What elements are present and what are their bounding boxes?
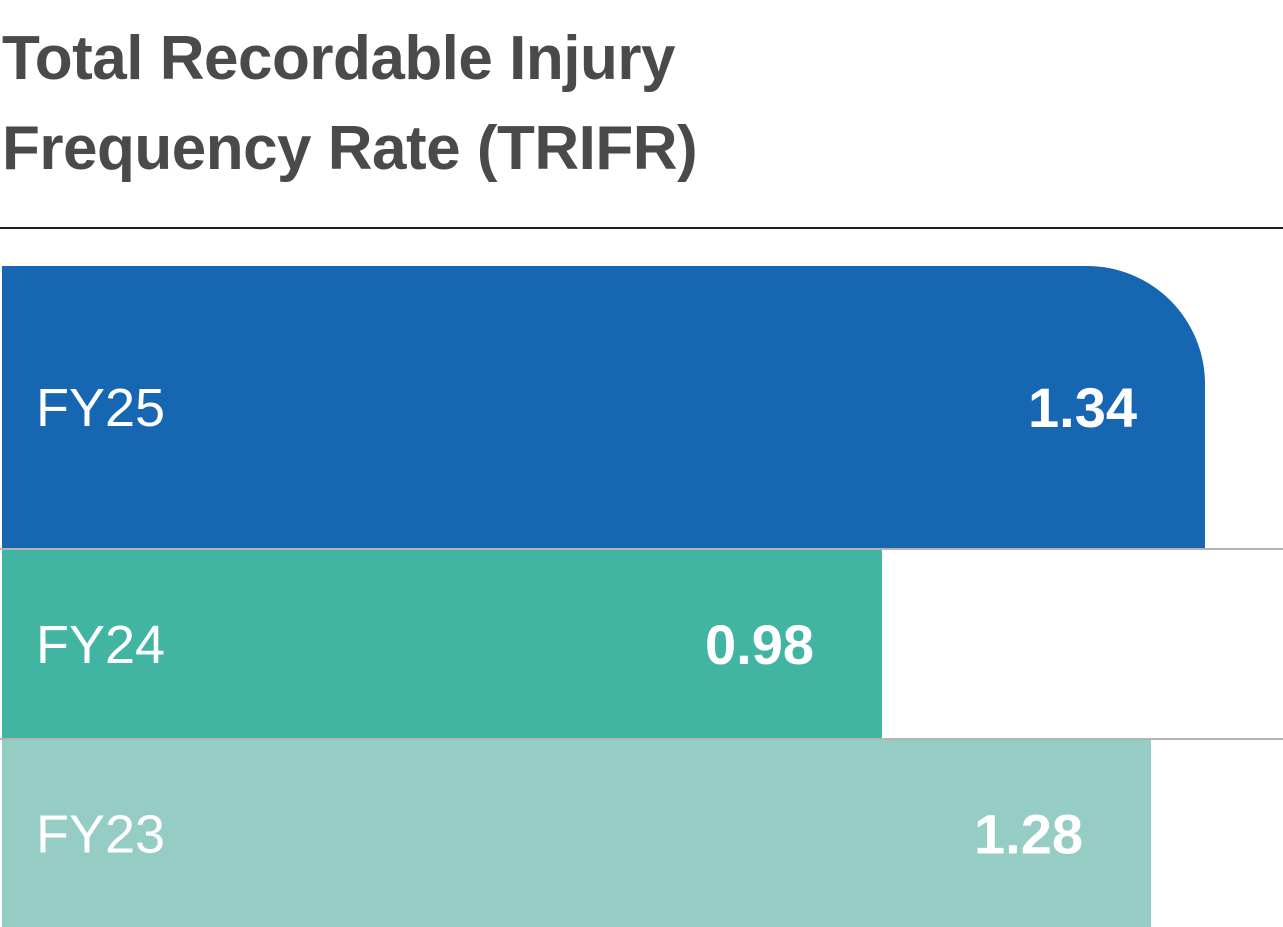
bar-value-fy25: 1.34 [1028,376,1137,439]
bar-label-fy25: FY25 [36,378,165,438]
bar-fy25 [2,266,1205,548]
bar-fy23 [2,740,1151,927]
chart-title-line-2: Frequency Rate (TRIFR) [2,114,698,183]
chart-title-line-1: Total Recordable Injury [2,24,675,93]
bar-value-fy24: 0.98 [705,613,814,676]
bar-fy24 [2,550,882,738]
bar-label-fy23: FY23 [36,805,165,865]
bar-label-fy24: FY24 [36,615,165,675]
chart-title: Total Recordable Injury Frequency Rate (… [2,14,1002,194]
title-divider [0,227,1283,229]
bar-value-fy23: 1.28 [974,803,1083,866]
